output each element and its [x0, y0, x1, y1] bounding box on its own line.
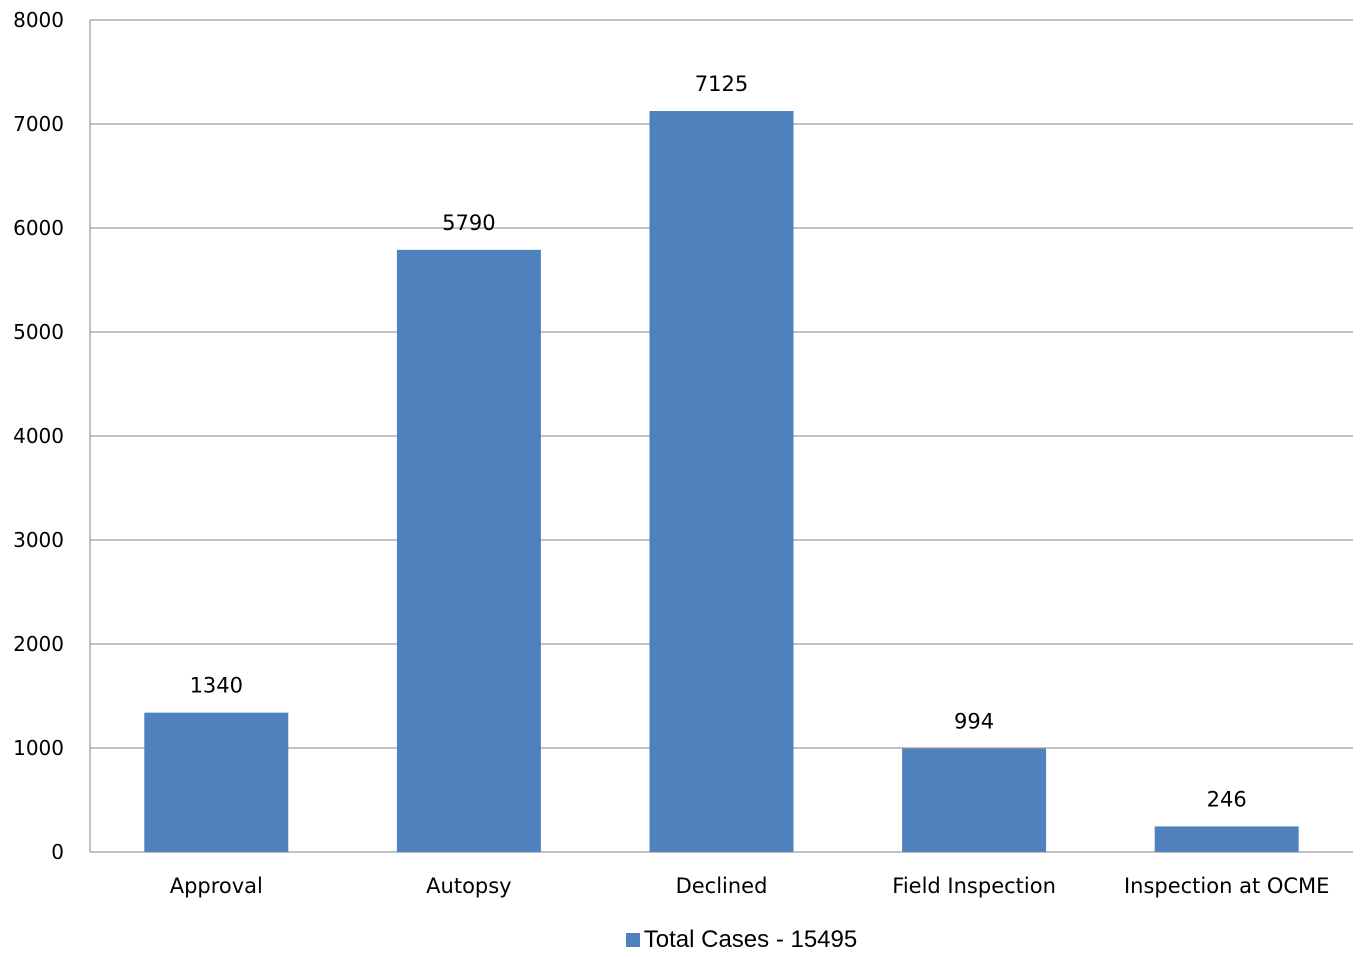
legend: Total Cases - 15495	[0, 926, 1363, 954]
x-tick-label: Declined	[676, 874, 768, 898]
y-tick-label: 8000	[13, 8, 64, 32]
y-tick-label: 1000	[13, 736, 64, 760]
legend-label: Total Cases - 15495	[643, 926, 858, 953]
y-tick-label: 4000	[13, 424, 64, 448]
bar	[1154, 826, 1299, 852]
x-tick-label: Inspection at OCME	[1124, 874, 1330, 898]
data-label: 994	[954, 710, 994, 734]
y-tick-label: 6000	[13, 216, 64, 240]
x-tick-label: Field Inspection	[892, 874, 1056, 898]
data-label: 7125	[695, 72, 748, 96]
bar	[144, 712, 289, 852]
y-tick-label: 7000	[13, 112, 64, 136]
bar	[902, 748, 1047, 852]
bar	[649, 111, 794, 852]
bar	[396, 249, 541, 853]
y-tick-label: 2000	[13, 632, 64, 656]
x-tick-label: Autopsy	[426, 874, 511, 898]
y-tick-label: 3000	[13, 528, 64, 552]
data-label: 1340	[190, 674, 243, 698]
data-label: 5790	[442, 211, 495, 235]
data-label: 246	[1207, 787, 1247, 811]
x-tick-label: Approval	[170, 874, 263, 898]
legend-swatch	[625, 933, 640, 947]
y-tick-label: 0	[51, 840, 64, 864]
y-tick-label: 5000	[13, 320, 64, 344]
